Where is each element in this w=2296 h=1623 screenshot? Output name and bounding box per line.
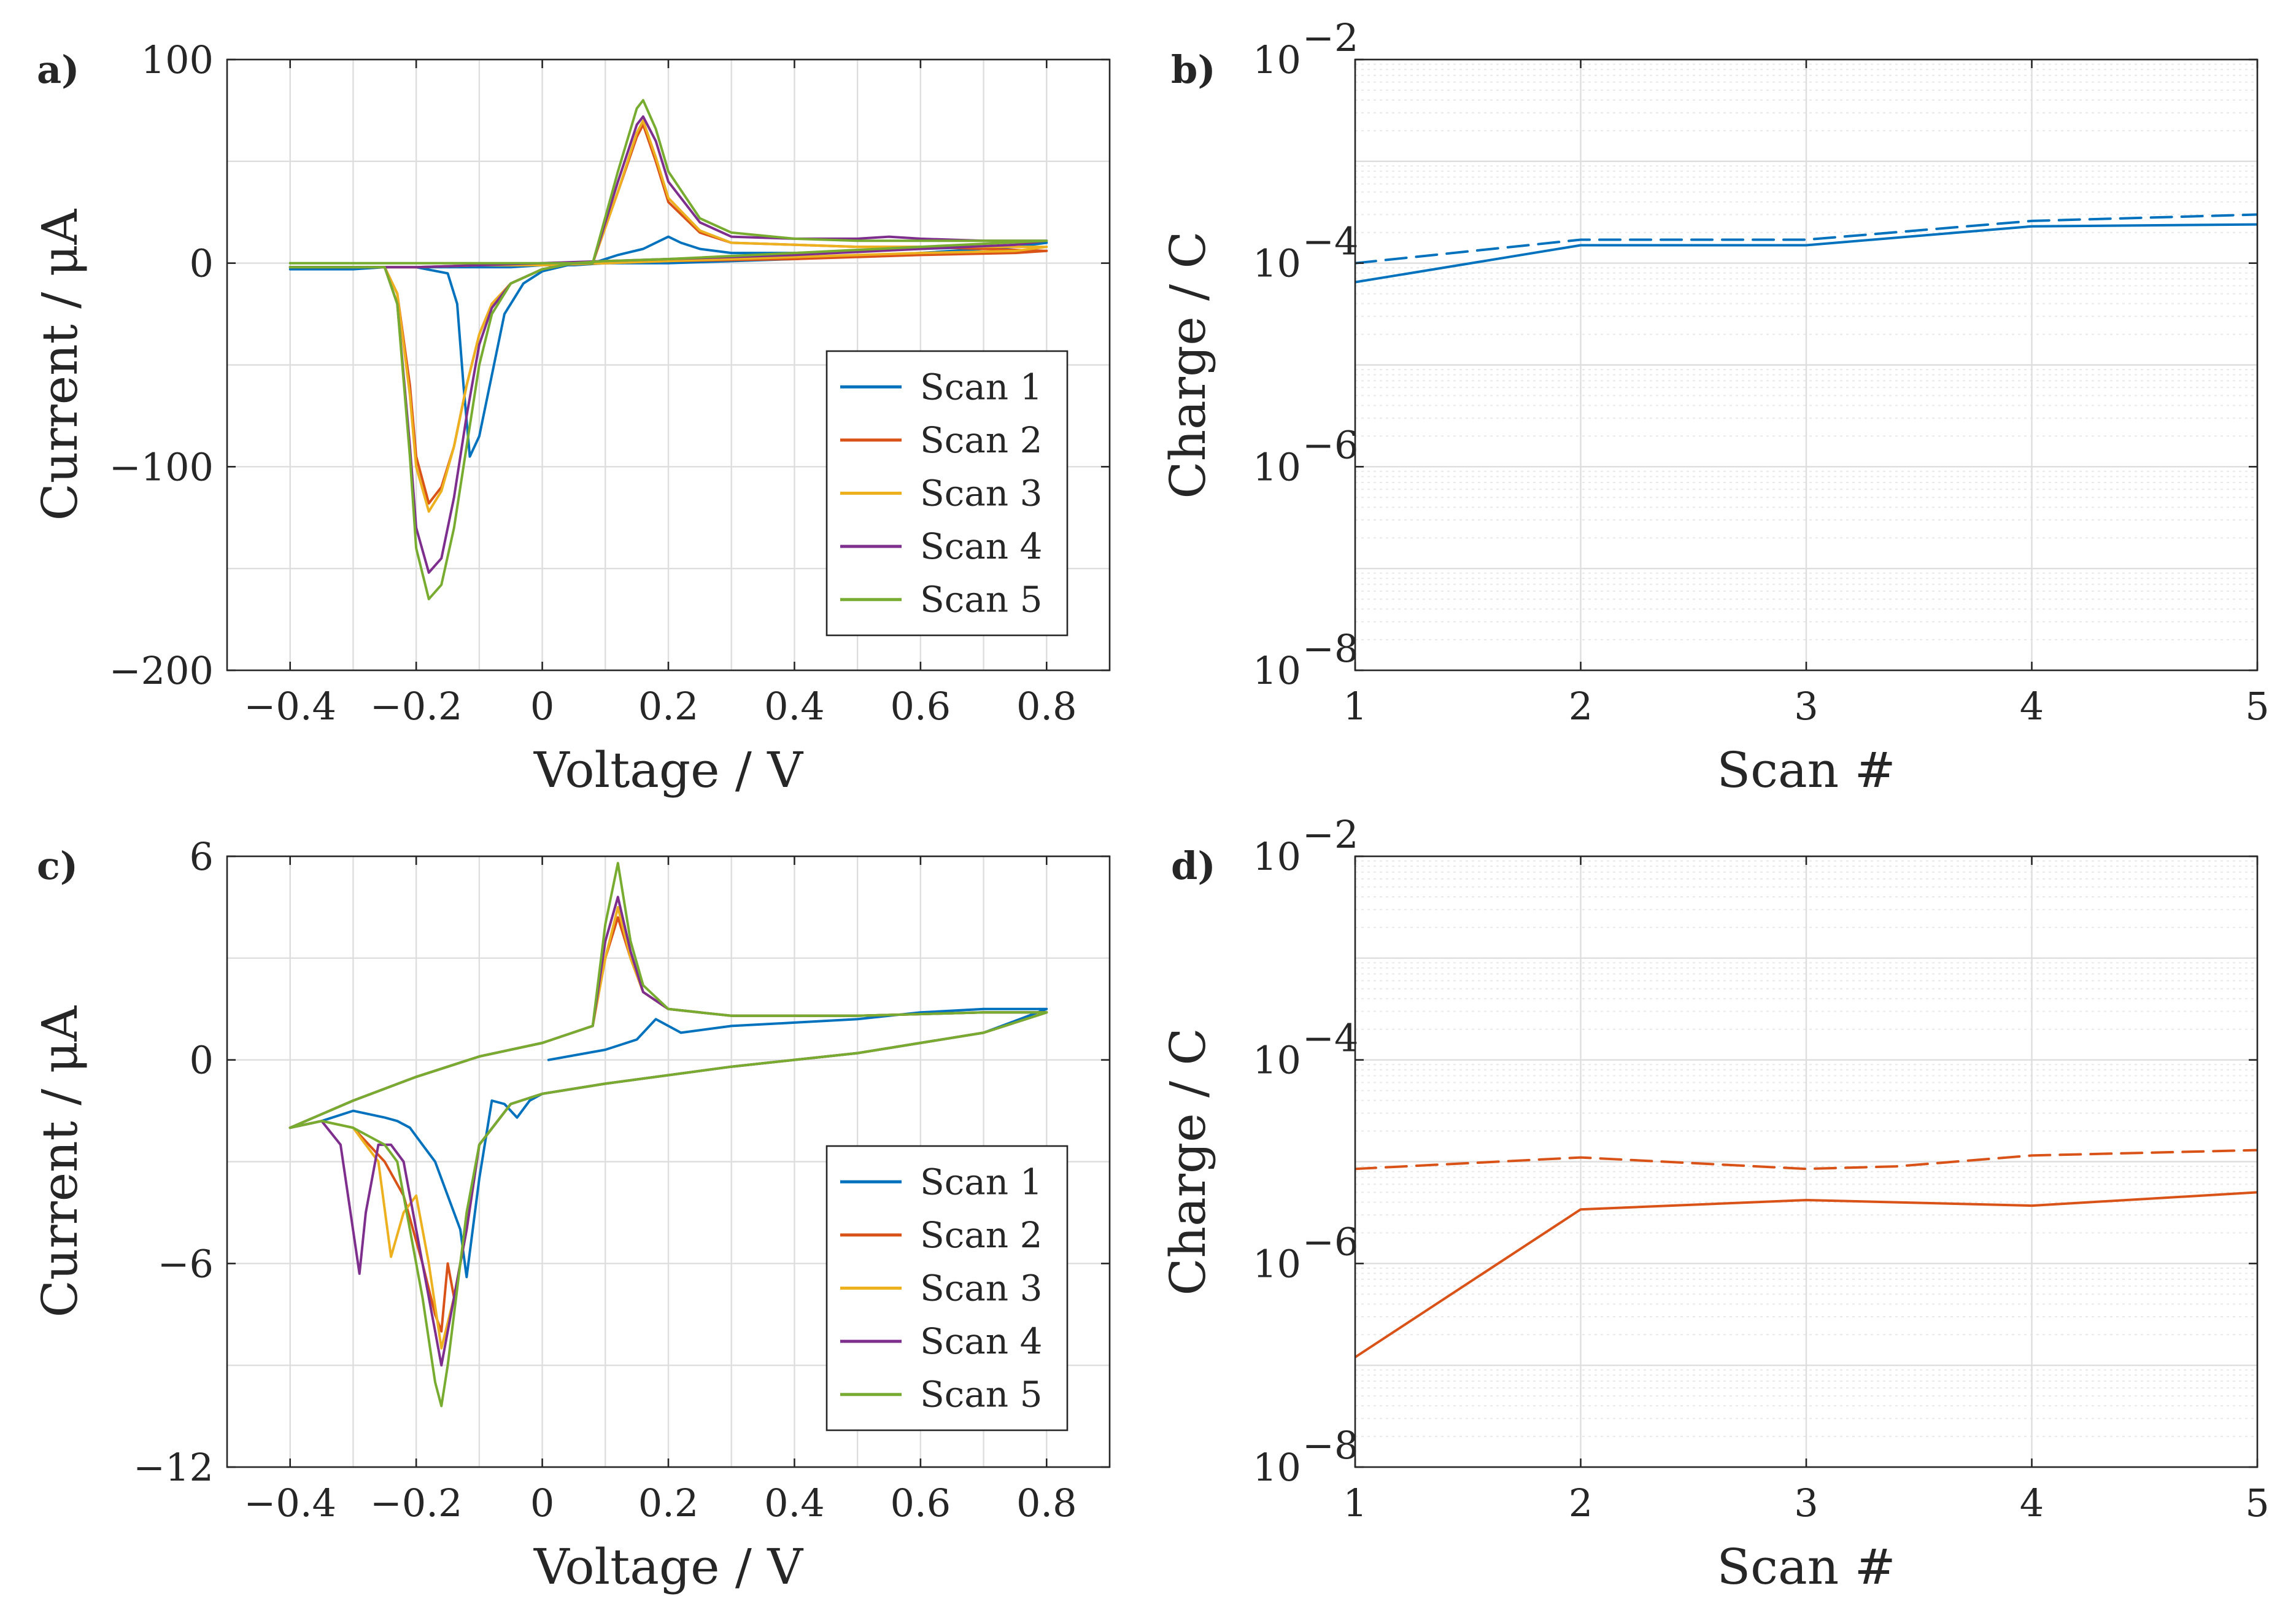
series-group <box>288 99 1048 600</box>
x-tick-label: −0.4 <box>244 1481 336 1525</box>
x-axis-label: Voltage / V <box>533 742 803 799</box>
y-tick-label: −6 <box>158 1241 214 1286</box>
x-tick-label: 2 <box>1569 684 1593 729</box>
series-line-scan-5 <box>288 862 1048 1408</box>
y-tick-label: 0 <box>190 241 214 286</box>
y-tick-label: 0 <box>190 1038 214 1083</box>
x-tick-label: 0 <box>530 1481 554 1525</box>
legend-entry: Scan 3 <box>920 473 1043 514</box>
legend-entry: Scan 4 <box>920 1320 1043 1362</box>
x-tick-label: 0.8 <box>1016 684 1077 729</box>
legend-entry: Scan 1 <box>920 366 1043 408</box>
x-tick-label: 0 <box>530 684 554 729</box>
x-tick-label: 0.6 <box>891 684 951 729</box>
x-tick-label: 1 <box>1343 1481 1367 1525</box>
x-tick-label: 5 <box>2245 684 2269 729</box>
y-tick-label-base: 10 <box>1253 1445 1301 1490</box>
panel-c: c) −0.4 −0.2 0 0.2 0.4 0.6 0.8 −12 −6 0 6 Voltage /… <box>31 834 1111 1595</box>
legend: Scan 1 Scan 2 Scan 3 Scan 4 Scan 5 <box>825 1145 1069 1431</box>
y-tick-label-exponent: −8 <box>1302 1423 1358 1468</box>
series-line-solid <box>1355 1191 2257 1358</box>
panel-a-letter: a) <box>37 47 80 92</box>
x-tick-label: −0.4 <box>244 684 336 729</box>
x-axis-label: Scan # <box>1717 742 1895 799</box>
legend-entry: Scan 2 <box>920 1214 1043 1256</box>
panel-c-letter: c) <box>37 843 78 888</box>
series-line-scan-1 <box>288 1007 1048 1279</box>
panel-d-letter: d) <box>1171 843 1216 888</box>
y-axis-label: Charge / C <box>1159 231 1216 498</box>
legend-entry: Scan 3 <box>920 1268 1043 1309</box>
x-tick-label: 2 <box>1569 1481 1593 1525</box>
x-tick-label: 3 <box>1794 1481 1818 1525</box>
y-tick-label-base: 10 <box>1253 1241 1301 1286</box>
x-tick-label: 4 <box>2020 684 2044 729</box>
series-group <box>288 862 1048 1408</box>
y-axis-label: Charge / C <box>1159 1028 1216 1295</box>
grid <box>1354 58 2259 672</box>
x-tick-label: 3 <box>1794 684 1818 729</box>
x-tick-label: −0.2 <box>370 1481 463 1525</box>
y-tick-label: −12 <box>133 1445 214 1490</box>
x-tick-label: −0.2 <box>370 684 463 729</box>
series-line-dashed <box>1355 213 2257 265</box>
y-tick-label-base: 10 <box>1253 1038 1301 1083</box>
series-group <box>1355 213 2257 284</box>
legend-entry: Scan 5 <box>920 1374 1043 1416</box>
y-tick-label-base: 10 <box>1253 444 1301 489</box>
y-axis-label: Current / μA <box>31 1005 88 1317</box>
y-tick-label-exponent: −4 <box>1302 219 1358 264</box>
y-tick-label-base: 10 <box>1253 648 1301 693</box>
x-tick-label: 0.8 <box>1016 1481 1077 1525</box>
y-tick-label-base: 10 <box>1253 37 1301 82</box>
legend-entry: Scan 5 <box>920 579 1043 621</box>
y-tick-label-exponent: −2 <box>1302 15 1358 60</box>
y-tick-label: −100 <box>109 444 214 489</box>
y-tick-label: −200 <box>109 648 214 693</box>
series-line-scan-3 <box>288 119 1048 513</box>
y-tick-label-exponent: −6 <box>1302 1219 1358 1264</box>
y-tick-label-exponent: −2 <box>1302 812 1358 857</box>
series-group <box>1355 1148 2257 1358</box>
series-line-scan-5 <box>288 99 1048 600</box>
x-axis-label: Scan # <box>1717 1538 1895 1595</box>
legend-entry: Scan 2 <box>920 419 1043 461</box>
y-tick-label-exponent: −8 <box>1302 626 1358 671</box>
x-tick-label: 0.4 <box>764 684 825 729</box>
x-tick-label: 0.4 <box>764 1481 825 1525</box>
y-tick-label-exponent: −6 <box>1302 422 1358 467</box>
y-tick-label: 6 <box>190 834 214 879</box>
panel-a: a) −0.4 −0.2 0 0.2 0.4 0.6 0.8 −200 −100 0 100 Volt… <box>31 37 1111 799</box>
x-tick-label: 0.2 <box>638 684 699 729</box>
y-tick-label-exponent: −4 <box>1302 1016 1358 1061</box>
x-tick-label: 0.6 <box>891 1481 951 1525</box>
series-line-dashed <box>1355 1148 2257 1171</box>
series-line-solid <box>1355 223 2257 284</box>
y-tick-label-base: 10 <box>1253 241 1301 286</box>
x-tick-label: 4 <box>2020 1481 2044 1525</box>
y-axis-label: Current / μA <box>31 208 88 521</box>
y-tick-label: 100 <box>141 37 214 82</box>
legend: Scan 1 Scan 2 Scan 3 Scan 4 Scan 5 <box>825 350 1069 637</box>
legend-entry: Scan 4 <box>920 525 1043 567</box>
panel-b-letter: b) <box>1171 47 1216 92</box>
x-tick-label: 5 <box>2245 1481 2269 1525</box>
x-tick-label: 1 <box>1343 684 1367 729</box>
y-tick-label-base: 10 <box>1253 834 1301 879</box>
legend-entry: Scan 1 <box>920 1161 1043 1203</box>
x-axis-label: Voltage / V <box>533 1538 803 1595</box>
x-tick-label: 0.2 <box>638 1481 699 1525</box>
